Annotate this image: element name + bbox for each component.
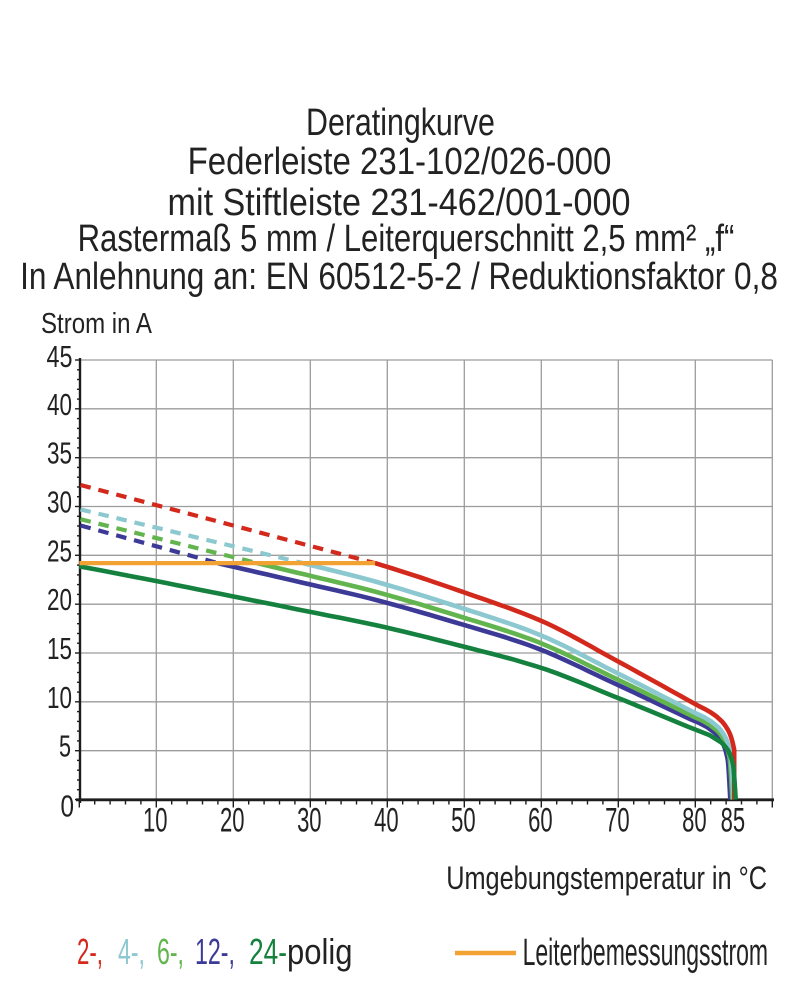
svg-text:Umgebungstemperatur in °C: Umgebungstemperatur in °C <box>446 861 767 896</box>
svg-text:24-: 24- <box>249 931 287 972</box>
svg-text:6-,: 6-, <box>157 933 184 972</box>
svg-text:0: 0 <box>61 789 74 823</box>
svg-text:15: 15 <box>47 632 72 666</box>
svg-text:80: 80 <box>682 802 706 840</box>
svg-text:20: 20 <box>47 583 72 617</box>
svg-text:polig: polig <box>287 933 352 973</box>
svg-text:35: 35 <box>47 436 72 470</box>
svg-text:20: 20 <box>220 802 244 840</box>
svg-text:70: 70 <box>605 802 629 840</box>
svg-text:4-,: 4-, <box>118 933 145 972</box>
svg-text:25: 25 <box>47 534 72 568</box>
svg-text:10: 10 <box>47 681 72 715</box>
svg-text:30: 30 <box>47 485 72 519</box>
svg-text:Strom in A: Strom in A <box>41 307 152 340</box>
svg-text:Rastermaß 5 mm / Leiterquersch: Rastermaß 5 mm / Leiterquerschnitt 2,5 m… <box>78 218 735 260</box>
svg-text:mit Stiftleiste 231-462/001-00: mit Stiftleiste 231-462/001-000 <box>168 180 631 223</box>
svg-text:2-,: 2-, <box>77 933 103 973</box>
svg-text:12-,: 12-, <box>195 933 235 972</box>
svg-text:30: 30 <box>297 802 321 840</box>
svg-text:45: 45 <box>47 339 73 374</box>
svg-text:40: 40 <box>47 387 72 421</box>
svg-text:Federleiste 231-102/026-000: Federleiste 231-102/026-000 <box>188 140 612 183</box>
svg-text:40: 40 <box>374 802 398 840</box>
svg-text:In Anlehnung an: EN 60512-5-2: In Anlehnung an: EN 60512-5-2 / Reduktio… <box>20 255 778 297</box>
svg-text:50: 50 <box>451 802 475 840</box>
svg-text:5: 5 <box>59 729 71 764</box>
svg-text:10: 10 <box>143 802 167 840</box>
svg-text:Deratingkurve: Deratingkurve <box>306 102 495 144</box>
svg-text:85: 85 <box>721 802 745 840</box>
svg-text:Leiterbemessungsstrom: Leiterbemessungsstrom <box>523 931 768 973</box>
svg-text:60: 60 <box>528 802 552 840</box>
